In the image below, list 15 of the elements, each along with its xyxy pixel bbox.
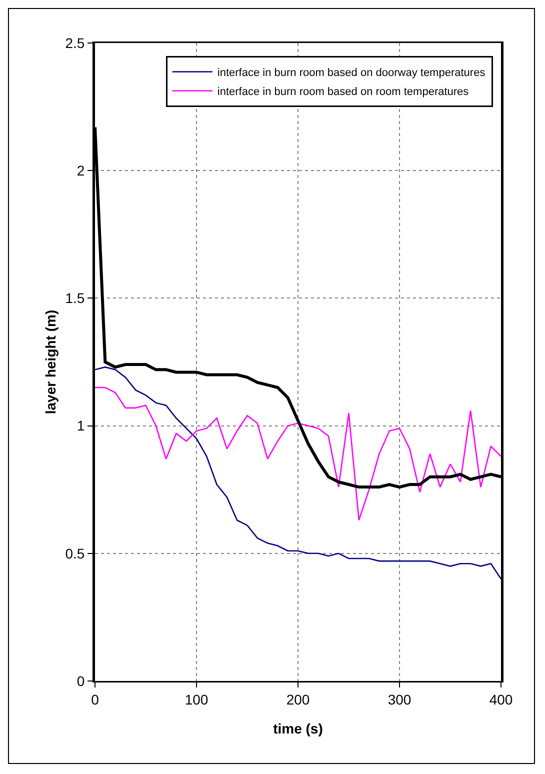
x-tick-label: 400: [489, 691, 513, 708]
y-tick-label: 2.5: [65, 34, 85, 51]
x-tick-label: 0: [91, 691, 100, 708]
legend-label: interface in burn room based on doorway temperatures: [217, 67, 486, 80]
y-tick-label: 0.5: [65, 545, 85, 562]
y-axis-title: layer height (m): [42, 310, 58, 414]
y-tick-label: 0: [76, 672, 85, 689]
x-tick-label: 100: [184, 691, 208, 708]
y-tick-label: 1: [76, 418, 85, 434]
y-tick-label: 1.5: [65, 290, 85, 306]
y-tick-label: 2: [76, 162, 85, 178]
legend-label: interface in burn room based on room temperatures: [217, 86, 470, 98]
x-tick-label: 200: [286, 691, 310, 708]
x-axis-title: time (s): [273, 720, 323, 736]
x-tick-label: 300: [388, 691, 412, 708]
